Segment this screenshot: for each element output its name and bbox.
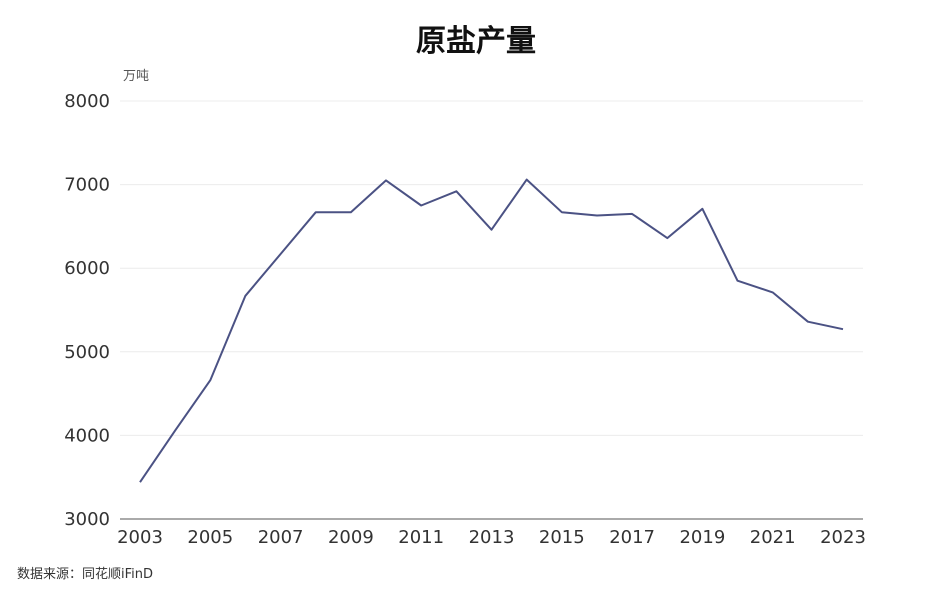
data-point xyxy=(735,278,741,284)
data-point xyxy=(770,289,776,295)
data-point xyxy=(840,326,846,332)
data-point xyxy=(242,293,248,299)
data-point xyxy=(383,177,389,183)
y-tick-label: 4000 xyxy=(64,425,110,446)
chart-title: 原盐产量 xyxy=(416,24,536,59)
gridlines xyxy=(120,100,863,436)
data-point xyxy=(137,479,143,485)
y-tick-label: 7000 xyxy=(64,175,110,196)
series-layer xyxy=(137,177,846,485)
series-line xyxy=(139,178,844,483)
x-tick-label: 2011 xyxy=(398,527,444,548)
x-tick-label: 2013 xyxy=(469,527,515,548)
data-point xyxy=(699,206,705,212)
data-point xyxy=(594,213,600,219)
y-unit-label: 万吨 xyxy=(123,69,149,84)
data-point xyxy=(559,209,565,215)
x-tick-label: 2021 xyxy=(750,527,796,548)
y-tick-label: 8000 xyxy=(64,91,110,112)
data-point xyxy=(418,203,424,209)
data-point xyxy=(489,227,495,233)
x-tick-label: 2007 xyxy=(258,527,304,548)
y-tick-label: 6000 xyxy=(64,258,110,279)
x-tick-label: 2015 xyxy=(539,527,585,548)
data-point xyxy=(348,209,354,215)
data-point xyxy=(313,209,319,215)
y-tick-label: 5000 xyxy=(64,342,110,363)
data-point xyxy=(453,188,459,194)
x-tick-label: 2023 xyxy=(820,527,866,548)
x-tick-label: 2009 xyxy=(328,527,374,548)
data-point xyxy=(664,235,670,241)
source-note: 数据来源：同花顺iFinD xyxy=(17,566,153,582)
data-point xyxy=(629,211,635,217)
data-point xyxy=(172,427,178,433)
x-tick-labels: 2003 2005 2007 2009 2011 2013 2015 2017 2019 2021… xyxy=(117,527,866,548)
data-point xyxy=(805,319,811,325)
data-point xyxy=(207,377,213,383)
x-tick-label: 2019 xyxy=(679,527,725,548)
x-tick-label: 2005 xyxy=(187,527,233,548)
y-tick-labels: 3000 4000 5000 6000 7000 8000 xyxy=(64,91,110,530)
x-tick-label: 2003 xyxy=(117,527,163,548)
data-point xyxy=(524,177,530,183)
data-point xyxy=(278,251,284,257)
x-tick-label: 2017 xyxy=(609,527,655,548)
y-tick-label: 3000 xyxy=(64,509,110,530)
